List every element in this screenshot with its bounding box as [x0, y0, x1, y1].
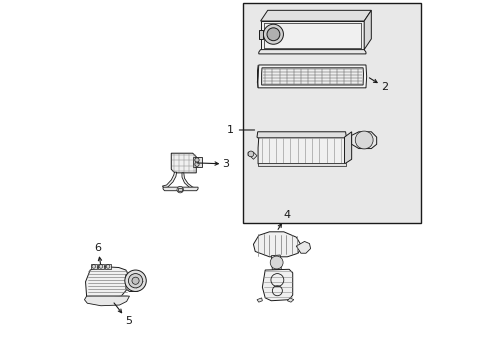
Polygon shape — [163, 187, 198, 191]
Polygon shape — [258, 137, 345, 164]
Circle shape — [194, 162, 199, 166]
Polygon shape — [257, 132, 346, 138]
Polygon shape — [260, 21, 364, 50]
Polygon shape — [351, 132, 376, 149]
Text: 2: 2 — [368, 78, 387, 92]
Polygon shape — [257, 298, 262, 302]
Text: 6: 6 — [94, 243, 102, 264]
Polygon shape — [296, 242, 310, 253]
Polygon shape — [84, 296, 129, 306]
Polygon shape — [258, 30, 263, 39]
Circle shape — [177, 186, 183, 193]
Polygon shape — [271, 255, 281, 270]
Circle shape — [194, 158, 199, 162]
Circle shape — [263, 24, 283, 44]
Polygon shape — [91, 264, 97, 269]
Circle shape — [132, 277, 139, 284]
Polygon shape — [364, 10, 370, 50]
Polygon shape — [287, 298, 293, 302]
Polygon shape — [98, 264, 103, 269]
Polygon shape — [261, 68, 363, 85]
Polygon shape — [253, 232, 301, 257]
Polygon shape — [125, 272, 142, 292]
Circle shape — [247, 151, 253, 157]
Circle shape — [266, 28, 279, 41]
Text: 3: 3 — [197, 159, 229, 169]
Polygon shape — [105, 264, 111, 269]
Polygon shape — [257, 65, 366, 88]
Bar — [242, 3, 421, 223]
Text: 5: 5 — [114, 303, 132, 327]
Polygon shape — [344, 132, 351, 164]
Polygon shape — [247, 152, 257, 159]
Circle shape — [354, 131, 372, 149]
Polygon shape — [192, 157, 201, 167]
Polygon shape — [260, 10, 370, 21]
Circle shape — [128, 274, 142, 288]
Polygon shape — [257, 65, 258, 88]
Bar — [178, 188, 182, 191]
Polygon shape — [262, 269, 292, 301]
Circle shape — [124, 270, 146, 292]
Polygon shape — [258, 50, 365, 54]
Text: 4: 4 — [278, 210, 289, 229]
Polygon shape — [162, 172, 176, 188]
Text: 1: 1 — [226, 125, 254, 135]
Circle shape — [270, 256, 283, 269]
Polygon shape — [182, 173, 196, 189]
Polygon shape — [85, 266, 129, 300]
Polygon shape — [258, 163, 346, 166]
Polygon shape — [171, 153, 196, 173]
